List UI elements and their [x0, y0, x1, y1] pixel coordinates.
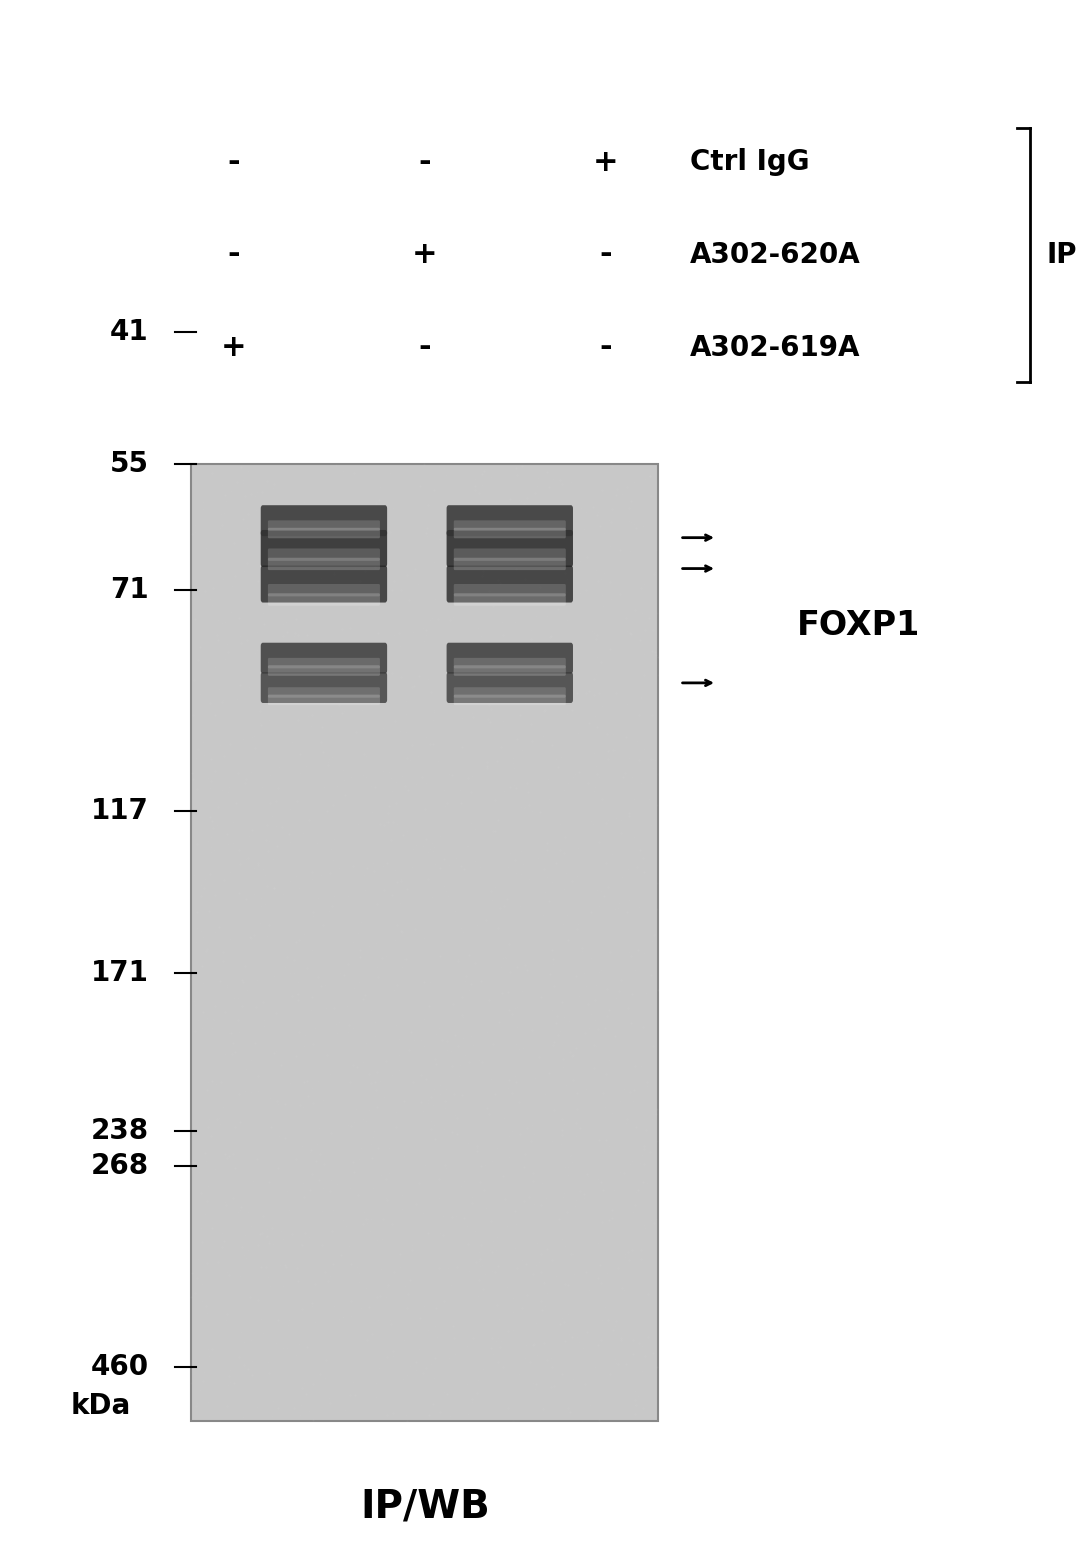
Text: 171: 171: [91, 959, 149, 987]
FancyBboxPatch shape: [260, 505, 387, 536]
Text: -: -: [599, 241, 611, 269]
Text: -: -: [599, 334, 611, 362]
Text: 41: 41: [110, 318, 149, 346]
FancyBboxPatch shape: [447, 672, 573, 703]
FancyBboxPatch shape: [260, 672, 387, 703]
Text: -: -: [227, 148, 240, 176]
FancyBboxPatch shape: [454, 548, 566, 561]
FancyBboxPatch shape: [268, 521, 380, 531]
FancyBboxPatch shape: [268, 688, 380, 698]
FancyBboxPatch shape: [454, 658, 566, 669]
FancyBboxPatch shape: [447, 643, 573, 674]
FancyBboxPatch shape: [268, 558, 380, 570]
Text: Ctrl IgG: Ctrl IgG: [690, 148, 810, 176]
Text: 460: 460: [91, 1353, 149, 1381]
FancyBboxPatch shape: [268, 658, 380, 669]
Text: +: +: [220, 334, 246, 362]
FancyBboxPatch shape: [268, 666, 380, 675]
Text: -: -: [419, 334, 431, 362]
FancyBboxPatch shape: [454, 688, 566, 698]
Text: 238: 238: [91, 1117, 149, 1145]
Text: 268: 268: [91, 1153, 149, 1180]
FancyBboxPatch shape: [447, 530, 573, 567]
FancyBboxPatch shape: [260, 530, 387, 567]
Text: A302-619A: A302-619A: [690, 334, 861, 362]
FancyBboxPatch shape: [454, 528, 566, 538]
FancyBboxPatch shape: [268, 584, 380, 596]
FancyBboxPatch shape: [260, 643, 387, 674]
Text: IP/WB: IP/WB: [360, 1488, 489, 1525]
FancyBboxPatch shape: [260, 565, 387, 603]
FancyBboxPatch shape: [454, 558, 566, 570]
Text: 55: 55: [110, 450, 149, 477]
FancyBboxPatch shape: [447, 565, 573, 603]
Text: 71: 71: [110, 576, 149, 604]
Text: kDa: kDa: [71, 1392, 131, 1420]
FancyBboxPatch shape: [191, 464, 659, 1421]
FancyBboxPatch shape: [268, 548, 380, 561]
FancyBboxPatch shape: [447, 505, 573, 536]
Text: A302-620A: A302-620A: [690, 241, 861, 269]
FancyBboxPatch shape: [268, 593, 380, 606]
FancyBboxPatch shape: [454, 695, 566, 705]
Text: 117: 117: [91, 797, 149, 825]
Text: IP: IP: [1047, 241, 1077, 269]
Text: -: -: [227, 241, 240, 269]
FancyBboxPatch shape: [454, 666, 566, 675]
FancyBboxPatch shape: [268, 528, 380, 538]
FancyBboxPatch shape: [454, 521, 566, 531]
FancyBboxPatch shape: [454, 593, 566, 606]
FancyBboxPatch shape: [268, 695, 380, 705]
FancyBboxPatch shape: [454, 584, 566, 596]
Text: +: +: [411, 241, 437, 269]
Text: FOXP1: FOXP1: [797, 609, 920, 643]
Text: -: -: [419, 148, 431, 176]
Text: +: +: [593, 148, 618, 176]
